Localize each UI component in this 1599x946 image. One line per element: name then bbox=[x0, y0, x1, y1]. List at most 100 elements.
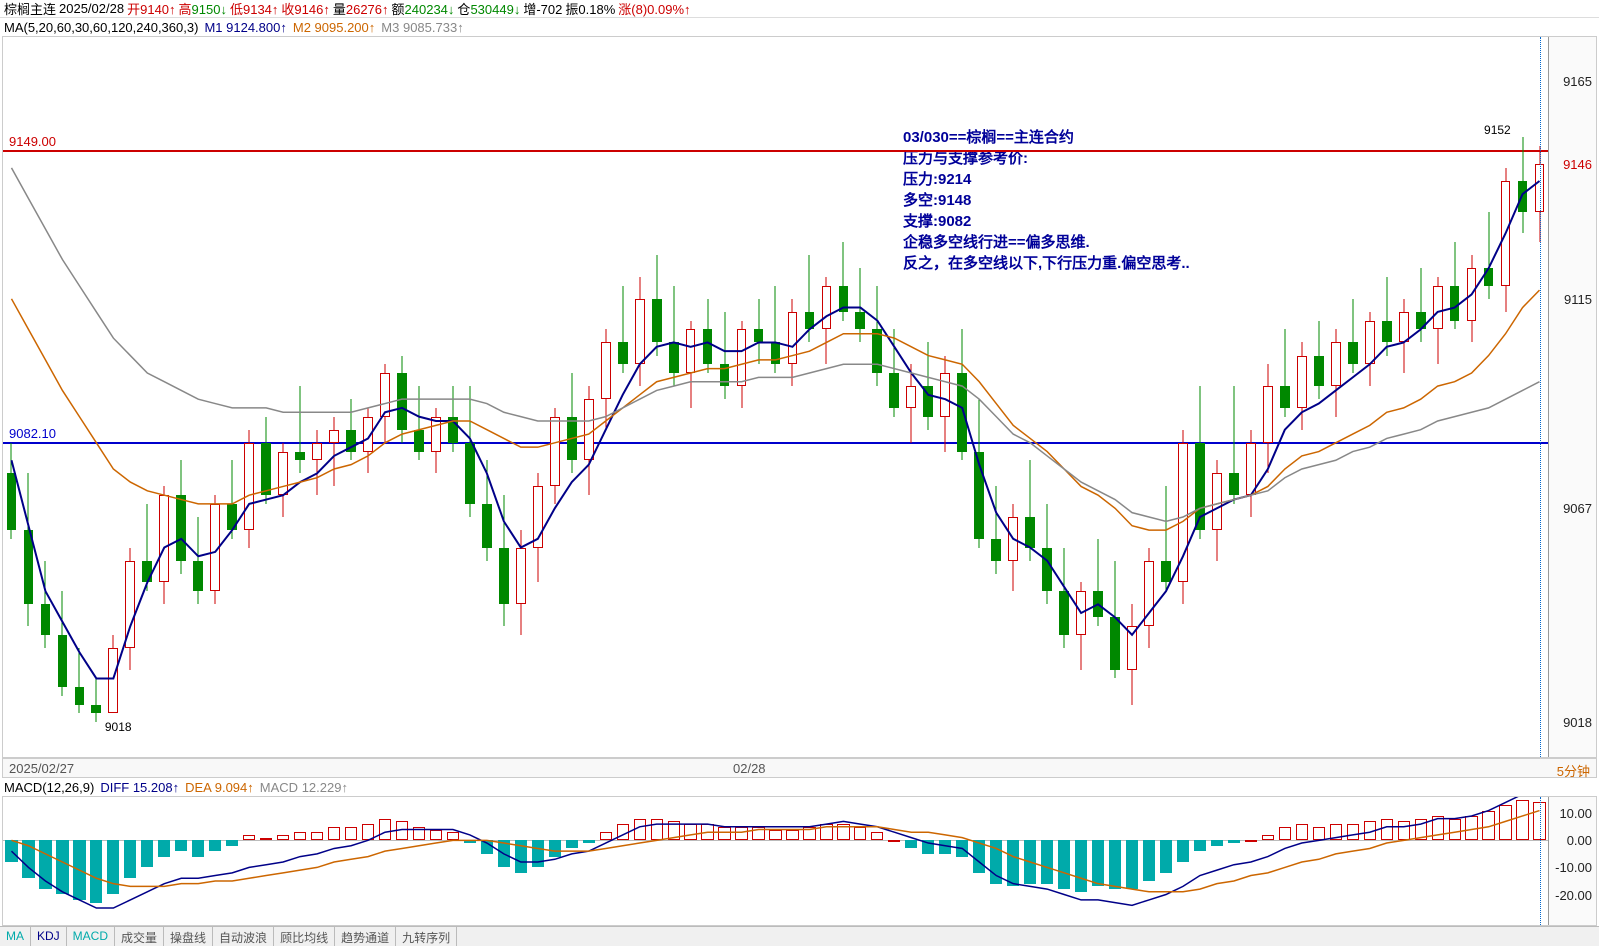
indicator-tab[interactable]: MACD bbox=[67, 927, 115, 946]
macd-hist-bar bbox=[735, 827, 747, 841]
macd-hist-bar bbox=[1228, 840, 1240, 843]
macd-hist-bar bbox=[651, 819, 663, 841]
time-axis: 2025/02/27 02/28 5分钟 bbox=[2, 758, 1597, 778]
price-chart-area[interactable]: 03/030==棕榈==主连合约 压力与支撑参考价: 压力:9214 多空:91… bbox=[2, 36, 1597, 758]
macd-hist-bar bbox=[328, 827, 340, 841]
macd-hist-bar bbox=[1126, 840, 1138, 889]
high-price-marker: 9152 bbox=[1484, 123, 1511, 137]
indicator-tabs: MAKDJMACD成交量操盘线自动波浪顾比均线趋势通道九转序列 bbox=[0, 926, 1599, 946]
macd-hist-bar bbox=[1516, 800, 1528, 841]
macd-hist-bar bbox=[701, 824, 713, 840]
macd-hist-bar bbox=[1415, 819, 1427, 841]
indicator-tab[interactable]: KDJ bbox=[31, 927, 67, 946]
macd-hist-bar bbox=[379, 819, 391, 841]
macd-hist-bar bbox=[1092, 840, 1104, 886]
horizontal-line-label: 9149.00 bbox=[9, 134, 56, 149]
macd-hist-bar bbox=[803, 827, 815, 841]
symbol-name: 棕榈主连 bbox=[4, 0, 56, 18]
macd-hist-bar bbox=[1432, 816, 1444, 840]
price-tick: 9018 bbox=[1563, 715, 1592, 730]
macd-hist-bar bbox=[192, 840, 204, 856]
macd-hist-bar bbox=[1160, 840, 1172, 873]
oi-value: 530449 bbox=[470, 2, 513, 17]
macd-hist-bar bbox=[583, 840, 595, 843]
macd-hist-bar bbox=[243, 835, 255, 840]
macd-hist-bar bbox=[1398, 821, 1410, 840]
ma1-block: M1 9124.800↑ bbox=[204, 20, 286, 35]
macd-hist-bar bbox=[413, 827, 425, 841]
chart-annotation: 03/030==棕榈==主连合约 压力与支撑参考价: 压力:9214 多空:91… bbox=[903, 127, 1190, 274]
macd-hist-bar bbox=[5, 840, 17, 862]
price-y-axis: 90189067911591469165 bbox=[1548, 37, 1596, 757]
macd-hist-bar bbox=[854, 827, 866, 841]
amount-value: 240234 bbox=[405, 2, 448, 17]
macd-hist-bar bbox=[22, 840, 34, 878]
macd-hist-bar bbox=[1499, 805, 1511, 840]
macd-hist-bar bbox=[226, 840, 238, 845]
high-value: 9150 bbox=[192, 2, 221, 17]
macd-hist-bar bbox=[1007, 840, 1019, 886]
macd-tick: 10.00 bbox=[1559, 806, 1592, 821]
macd-chart-area[interactable]: -20.00-10.000.0010.00 bbox=[2, 796, 1597, 926]
macd-hist-bar bbox=[277, 835, 289, 840]
macd-hist-bar bbox=[1364, 821, 1376, 840]
indicator-tab[interactable]: MA bbox=[0, 927, 31, 946]
macd-hist-bar bbox=[634, 819, 646, 841]
indicator-tab[interactable]: 操盘线 bbox=[164, 927, 213, 946]
macd-hist-bar bbox=[481, 840, 493, 854]
price-tick: 9115 bbox=[1564, 292, 1592, 307]
macd-hist-bar bbox=[1245, 840, 1257, 842]
macd-hist-bar bbox=[752, 827, 764, 841]
macd-hist-bar bbox=[209, 840, 221, 851]
macd-hist-bar bbox=[973, 840, 985, 873]
indicator-tab[interactable]: 趋势通道 bbox=[335, 927, 396, 946]
macd-hist-bar bbox=[837, 824, 849, 840]
macd-hist-bar bbox=[718, 827, 730, 841]
macd-hist-bar bbox=[311, 832, 323, 840]
macd-hist-bar bbox=[90, 840, 102, 902]
macd-hist-bar bbox=[1109, 840, 1121, 889]
macd-dea: DEA 9.094↑ bbox=[185, 780, 254, 795]
macd-hist-bar bbox=[345, 827, 357, 841]
indicator-tab[interactable]: 九转序列 bbox=[396, 927, 457, 946]
indicator-tab[interactable]: 成交量 bbox=[115, 927, 164, 946]
timeframe-label: 5分钟 bbox=[1557, 761, 1590, 780]
macd-hist-bar bbox=[532, 840, 544, 867]
macd-cursor-vertical-line bbox=[1540, 797, 1541, 925]
low-price-marker: 9018 bbox=[105, 720, 132, 734]
macd-hist-bar bbox=[1143, 840, 1155, 881]
macd-hist-bar bbox=[871, 832, 883, 840]
macd-hist-bar bbox=[107, 840, 119, 894]
ma-params: MA(5,20,60,30,60,120,240,360,3) bbox=[4, 20, 198, 35]
macd-hist-bar bbox=[1262, 835, 1274, 840]
header-date: 2025/02/28 bbox=[59, 1, 124, 16]
macd-hist-bar bbox=[498, 840, 510, 867]
macd-hist-bar bbox=[922, 840, 934, 854]
horizontal-line bbox=[3, 150, 1548, 152]
macd-hist-bar bbox=[1211, 840, 1223, 845]
macd-hist-bar bbox=[73, 840, 85, 900]
macd-hist-bar bbox=[1075, 840, 1087, 891]
macd-hist-bar bbox=[1449, 819, 1461, 841]
macd-hist-bar bbox=[617, 824, 629, 840]
macd-hist-bar bbox=[1381, 819, 1393, 841]
macd-hist-bar bbox=[396, 821, 408, 840]
macd-hist-bar bbox=[175, 840, 187, 851]
indicator-tab[interactable]: 自动波浪 bbox=[213, 927, 274, 946]
price-tick: 9067 bbox=[1563, 501, 1592, 516]
macd-hist-bar bbox=[1194, 840, 1206, 851]
macd-hist-bar bbox=[1296, 824, 1308, 840]
macd-macd: MACD 12.229↑ bbox=[260, 780, 348, 795]
indicator-tab[interactable]: 顾比均线 bbox=[274, 927, 335, 946]
chg-pct: 0.09% bbox=[647, 2, 684, 17]
macd-tick: -20.00 bbox=[1555, 888, 1592, 903]
macd-diff: DIFF 15.208↑ bbox=[100, 780, 179, 795]
macd-hist-bar bbox=[786, 830, 798, 841]
macd-hist-bar bbox=[769, 830, 781, 841]
horizontal-line-label: 9082.10 bbox=[9, 426, 56, 441]
macd-hist-bar bbox=[464, 840, 476, 843]
macd-hist-bar bbox=[39, 840, 51, 889]
horizontal-line bbox=[3, 442, 1548, 444]
macd-params: MACD(12,26,9) bbox=[4, 780, 94, 795]
macd-hist-bar bbox=[260, 838, 272, 841]
